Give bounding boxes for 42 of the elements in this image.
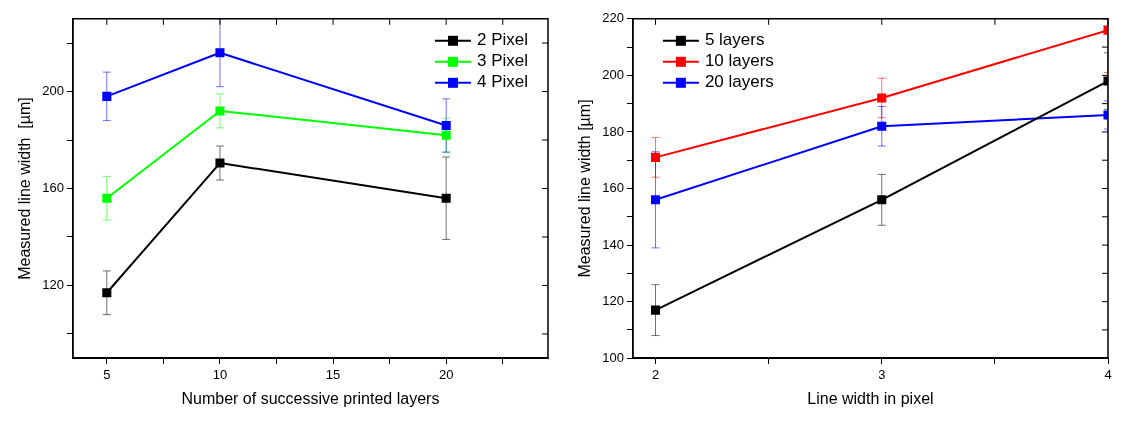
legend-label: 20 layers	[704, 72, 774, 92]
point	[650, 152, 661, 162]
point	[441, 120, 451, 130]
y-tick-label: 220	[602, 10, 624, 26]
y-tick-label: 120	[602, 293, 624, 309]
legend-label: 3 Pixel	[476, 51, 529, 71]
point	[215, 48, 225, 58]
x-tick-label: 10	[212, 366, 228, 382]
point	[877, 121, 887, 131]
legend-label: 2 Pixel	[476, 30, 529, 50]
point	[215, 106, 225, 116]
x-tick-label: 15	[325, 366, 341, 382]
point	[441, 130, 451, 140]
y-tick-label: 140	[602, 236, 624, 252]
x-axis-title: Line width in pixel	[807, 389, 934, 407]
x-tick-label: 3	[878, 366, 886, 382]
point	[215, 158, 225, 168]
y-tick-label: 120	[42, 277, 64, 293]
point	[650, 305, 661, 315]
y-tick-label: 160	[602, 180, 624, 196]
x-tick-label: 20	[438, 366, 454, 382]
y-tick-label: 200	[42, 83, 64, 99]
y-tick-label: 200	[602, 66, 624, 82]
y-tick-label: 180	[602, 123, 624, 139]
point	[102, 193, 112, 203]
y-axis-title: Measured line width [µm]	[16, 97, 34, 280]
legend-label: 5 layers	[704, 30, 765, 50]
point	[877, 93, 887, 103]
y-axis-title: Measured line width [µm]	[576, 99, 594, 278]
point	[441, 193, 451, 203]
x-tick-label: 5	[103, 366, 111, 382]
point	[102, 91, 112, 101]
x-tick-label: 4	[1104, 366, 1112, 382]
x-axis-title: Number of successive printed layers	[181, 389, 440, 407]
y-tick-label: 100	[602, 349, 624, 365]
y-tick-label: 160	[42, 180, 64, 196]
point	[102, 288, 112, 298]
point	[650, 195, 661, 205]
legend-label: 10 layers	[704, 51, 774, 71]
x-tick-label: 2	[651, 366, 660, 382]
point	[877, 195, 887, 205]
legend-label: 4 Pixel	[476, 72, 529, 92]
